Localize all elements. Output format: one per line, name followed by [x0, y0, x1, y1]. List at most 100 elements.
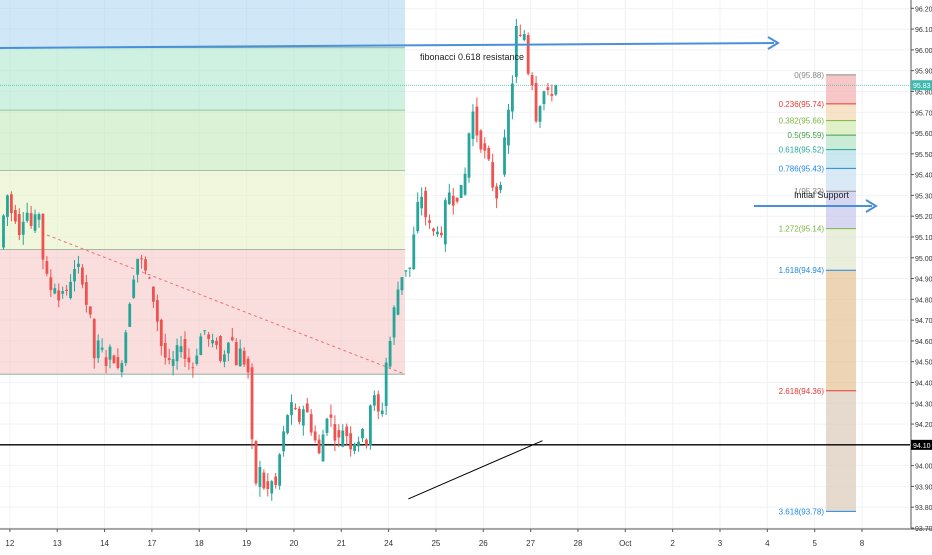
candle-body	[282, 431, 285, 452]
candle-body	[365, 439, 368, 446]
candle-body	[554, 85, 558, 95]
candle-body	[325, 418, 329, 433]
fib-ext-level-label: 0(95.88)	[794, 71, 824, 80]
candle-body	[100, 347, 104, 350]
candle-body	[2, 215, 5, 248]
fib-ext-zone	[826, 228, 856, 271]
x-tick-label: 27	[526, 539, 535, 548]
y-tick-label: 94.60	[915, 339, 932, 346]
candle-body	[499, 184, 502, 190]
fib-ext-level-label: 1.618(94.94)	[779, 266, 825, 275]
candle-body	[376, 394, 380, 412]
candle-body	[432, 228, 435, 232]
candle-body	[246, 358, 250, 373]
x-tick-label: 17	[147, 539, 156, 548]
candle-body	[380, 410, 384, 415]
candle-body	[270, 481, 274, 494]
fib-ext-zone	[826, 191, 856, 229]
candle-body	[471, 111, 475, 139]
candle-body	[294, 408, 297, 410]
candle-body	[199, 336, 203, 356]
candle-body	[215, 340, 218, 345]
y-tick-label: 94.90	[915, 277, 932, 284]
candle-body	[242, 350, 246, 365]
candle-body	[459, 185, 463, 198]
candle-body	[309, 414, 313, 433]
candle-body	[353, 443, 357, 451]
x-tick-label: 21	[337, 539, 346, 548]
y-tick-label: 94.40	[915, 380, 932, 387]
candle-body	[495, 186, 499, 199]
candle-body	[274, 476, 278, 486]
candle-body	[266, 481, 270, 490]
candle-body	[116, 357, 120, 368]
candle-body	[447, 192, 451, 205]
fib-ext-level-label: 0.236(95.74)	[779, 100, 825, 109]
candle-body	[140, 258, 143, 260]
candle-body	[9, 194, 13, 214]
candle-body	[234, 342, 238, 366]
candle-body	[526, 35, 530, 74]
candle-body	[226, 342, 230, 354]
y-tick-label: 95.50	[915, 152, 932, 159]
fib-ext-level-label: 3.618(93.78)	[779, 507, 825, 516]
fib-ext-level-label: 0.786(95.43)	[779, 164, 825, 173]
candle-body	[92, 319, 96, 359]
candle-body	[81, 267, 84, 285]
fib-ext-level-label: 1.272(95.14)	[779, 225, 825, 234]
candle-body	[167, 358, 171, 361]
candle-body	[155, 300, 159, 322]
candle-body	[416, 202, 420, 232]
y-tick-label: 95.40	[915, 173, 932, 180]
candle-body	[538, 106, 542, 122]
candle-body	[518, 34, 522, 36]
candle-body	[301, 409, 305, 426]
x-tick-label: 13	[53, 539, 62, 548]
candle-body	[57, 290, 61, 301]
candle-body	[88, 306, 92, 315]
candle-body	[404, 270, 408, 272]
candle-body	[179, 346, 183, 353]
candle-body	[487, 147, 491, 160]
y-tick-label: 94.30	[915, 401, 932, 408]
candle-body	[534, 83, 538, 122]
candle-body	[219, 335, 222, 361]
candle-body	[230, 337, 234, 341]
candle-body	[254, 441, 258, 484]
candle-body	[159, 319, 163, 347]
y-tick-label: 94.50	[915, 360, 932, 367]
fib-zone	[0, 170, 405, 250]
y-tick-label: 96.00	[915, 48, 932, 55]
resistance-arrow-line	[0, 42, 775, 49]
candle-body	[392, 307, 396, 338]
y-tick-label: 95.10	[915, 235, 932, 242]
candle-body	[175, 345, 179, 362]
x-tick-label: 3	[718, 539, 723, 548]
y-tick-label: 95.00	[915, 256, 932, 263]
candle-body	[84, 282, 88, 305]
candle-body	[191, 367, 195, 369]
y-tick-label: 95.70	[915, 110, 932, 117]
candle-body	[128, 303, 132, 327]
candle-body	[278, 454, 282, 486]
candle-body	[357, 441, 360, 447]
y-tick-label: 95.60	[915, 131, 932, 138]
candle-body	[546, 87, 550, 90]
candle-body	[96, 340, 100, 359]
candle-body	[463, 173, 467, 195]
candle-body	[467, 133, 471, 178]
x-tick-label: 24	[384, 539, 393, 548]
fib-zone	[0, 110, 405, 171]
candle-body	[522, 33, 526, 40]
candle-body	[511, 83, 514, 112]
candle-body	[65, 289, 69, 291]
resistance-annotation: fibonacci 0.618 resistance	[420, 52, 524, 62]
last-price-tag	[911, 80, 932, 91]
x-tick-label: 25	[431, 539, 440, 548]
candle-body	[491, 162, 495, 188]
fib-ext-zone	[826, 135, 856, 150]
candle-body	[420, 196, 424, 209]
fib-ext-level-label: 0.5(95.59)	[788, 131, 825, 140]
candle-body	[69, 281, 72, 299]
